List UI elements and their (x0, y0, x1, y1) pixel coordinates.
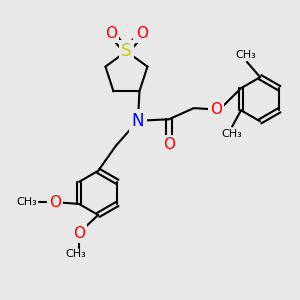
Text: N: N (132, 112, 144, 130)
Text: CH₃: CH₃ (66, 249, 86, 260)
Text: CH₃: CH₃ (235, 50, 256, 59)
Text: O: O (49, 195, 61, 210)
Text: CH₃: CH₃ (16, 197, 37, 208)
Text: O: O (136, 26, 148, 40)
Text: O: O (210, 102, 222, 117)
Text: O: O (105, 26, 117, 40)
Text: O: O (73, 226, 85, 241)
Text: S: S (121, 42, 132, 60)
Text: CH₃: CH₃ (222, 129, 243, 140)
Text: O: O (163, 137, 175, 152)
